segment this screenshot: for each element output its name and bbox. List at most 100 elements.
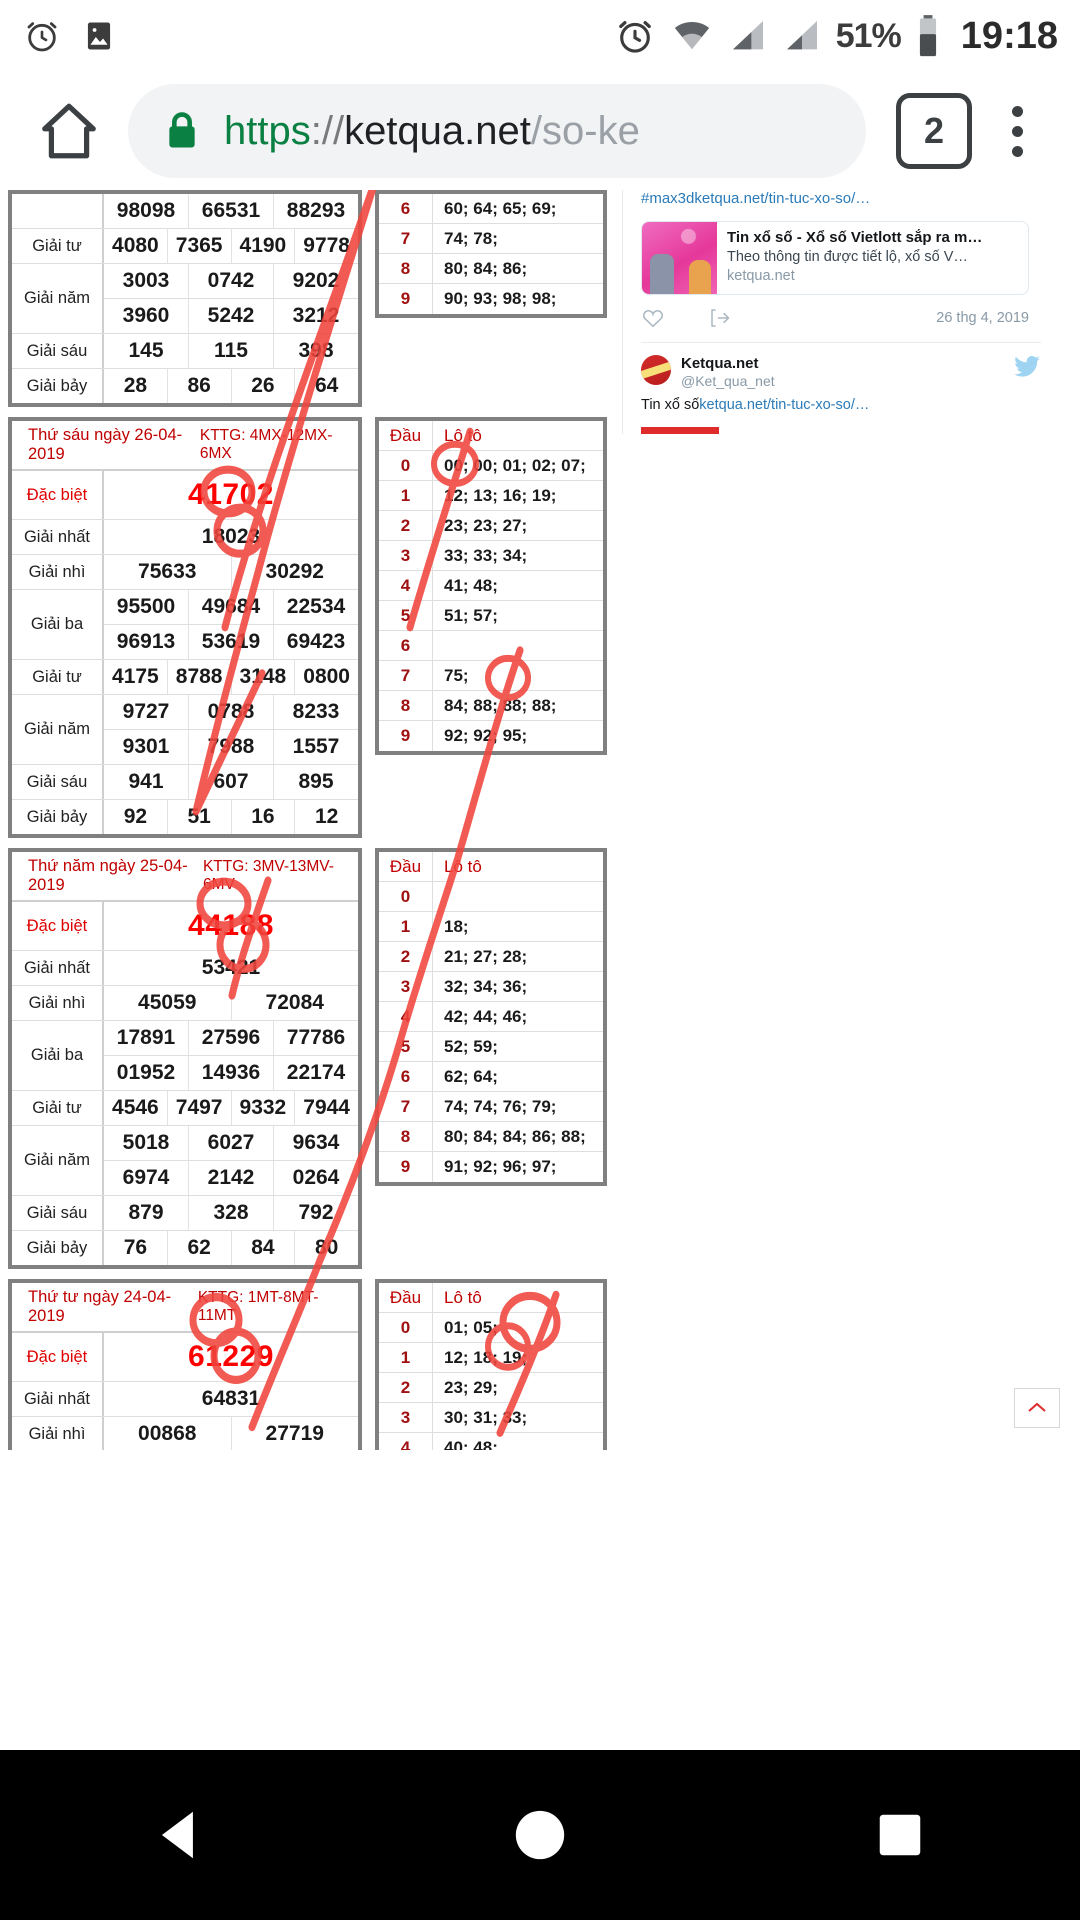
prize-number: 3148: [232, 660, 296, 694]
prize-label: Giải tư: [12, 660, 104, 694]
tweet-card-description: Theo thông tin được tiết lộ, xổ số V…: [727, 249, 968, 265]
prize-line: 92 51 16 12: [104, 800, 358, 834]
prize-number: 72084: [265, 991, 324, 1014]
loto-dau: 5: [379, 1032, 433, 1061]
tweet-author[interactable]: Ketqua.net @Ket_qua_net: [641, 355, 1041, 389]
prize-values: 75633 30292: [104, 555, 358, 589]
prize-label: Giải tư: [12, 229, 104, 263]
table-row: Giải sáu 941 607 895: [12, 765, 358, 800]
home-circle-icon[interactable]: [460, 1750, 620, 1920]
tweet-hashtag-link[interactable]: #max3dketqua.net/tin-tuc-xo-so/…: [641, 190, 871, 207]
android-navigation-bar: [0, 1750, 1080, 1920]
loto-row: 9 90; 93; 98; 98;: [379, 284, 603, 314]
loto-dau: 3: [379, 972, 433, 1001]
loto-table: 6 60; 64; 65; 69; 7 74; 78; 8 80; 84; 86; 9 90;…: [375, 190, 607, 318]
prize-number: 9727: [104, 695, 189, 729]
prize-number: 27596: [189, 1021, 274, 1055]
results-column: 98098 66531 88293 Giải tư 4080 7365 4190 9778 Gi…: [8, 190, 368, 1450]
loto-dau: 3: [379, 541, 433, 570]
loto-row: 2 23; 29;: [379, 1373, 603, 1403]
result-table-header: Thứ tư ngày 24-04-2019 KTTG: 1MT-8MT-11MT: [12, 1283, 358, 1333]
prize-number: 0742: [189, 264, 274, 298]
url-host: ketqua.net: [344, 108, 531, 153]
home-icon[interactable]: [28, 90, 110, 172]
prize-number: 45059: [104, 986, 232, 1020]
loto-row: 4 40; 48;: [379, 1433, 603, 1450]
share-icon[interactable]: [709, 307, 733, 329]
tweet-link-card[interactable]: Tin xổ số - Xổ số Vietlott sắp ra m… The…: [641, 221, 1029, 295]
loto-numbers: 12; 18; 19;: [444, 1347, 528, 1367]
url-separator: ://: [310, 108, 345, 153]
prize-label: [12, 194, 104, 228]
prize-values: 00868 27719: [104, 1417, 358, 1450]
prize-number: 0788: [189, 695, 274, 729]
prize-number: 0800: [303, 665, 350, 688]
recents-square-icon[interactable]: [820, 1750, 980, 1920]
prize-number: 6974: [104, 1161, 189, 1195]
loto-numbers: 74; 74; 76; 79;: [444, 1096, 557, 1116]
prize-values: 9727 0788 8233 9301 7988 1557: [104, 695, 358, 764]
table-row: 98098 66531 88293: [12, 194, 358, 229]
prize-number: 328: [189, 1196, 274, 1230]
scroll-to-top-button[interactable]: [1014, 1388, 1060, 1428]
table-row: Giải tư 4080 7365 4190 9778: [12, 229, 358, 264]
loto-numbers: [433, 882, 603, 911]
loto-row: 4 42; 44; 46;: [379, 1002, 603, 1032]
back-triangle-icon[interactable]: [100, 1750, 260, 1920]
table-row: Giải nhì 00868 27719: [12, 1417, 358, 1450]
prize-values: 28 86 26 64: [104, 369, 358, 403]
url-text: https://ketqua.net/so-ke: [224, 109, 640, 154]
status-bar-left: [22, 16, 118, 56]
loto-numbers: 40; 48;: [444, 1437, 498, 1451]
loto-table: Đầu Lô tô 0 01; 05; 1 12; 18; 19; 2 23; 29; 3 30;…: [375, 1279, 607, 1450]
prize-number: 3960: [104, 299, 189, 333]
table-row: Giải nhất 18023: [12, 520, 358, 555]
web-page-viewport[interactable]: 98098 66531 88293 Giải tư 4080 7365 4190 9778 Gi…: [0, 190, 1080, 1450]
prize-number: 14936: [189, 1056, 274, 1090]
tweet-inline-link[interactable]: ketqua.net/tin-tuc-xo-so/…: [699, 397, 870, 413]
result-table-header: Thứ sáu ngày 26-04-2019 KTTG: 4MX-12MX-6M…: [12, 421, 358, 471]
prize-line: 01952 14936 22174: [104, 1056, 358, 1090]
loto-row: 1 12; 13; 16; 19;: [379, 481, 603, 511]
loto-numbers: 18;: [444, 916, 469, 936]
table-row: Giải tư 4175 8788 3148 0800: [12, 660, 358, 695]
prize-number: 51: [168, 800, 232, 834]
loto-row: 1 18;: [379, 912, 603, 942]
prize-values: 4546 7497 9332 7944: [104, 1091, 358, 1125]
prize-values: 45059 72084: [104, 986, 358, 1020]
loto-row: 2 23; 23; 27;: [379, 511, 603, 541]
prize-number: 88293: [286, 199, 346, 222]
prize-number: 7988: [189, 730, 274, 764]
prize-number: 22174: [286, 1061, 346, 1084]
prize-number: 77786: [286, 1026, 346, 1049]
prize-number: 4080: [104, 229, 168, 263]
overflow-menu-icon[interactable]: [982, 105, 1052, 157]
heart-icon[interactable]: [641, 307, 665, 329]
prize-line: 64831: [104, 1382, 358, 1416]
loto-dau: 6: [379, 1062, 433, 1091]
loto-numbers-header: Lô tô: [444, 425, 482, 445]
tab-count-button[interactable]: 2: [896, 93, 972, 169]
loto-numbers: 62; 64;: [444, 1066, 498, 1086]
prize-number: 879: [104, 1196, 189, 1230]
prize-line: 98098 66531 88293: [104, 194, 358, 228]
prize-values: 145 115 398: [104, 334, 358, 368]
table-row: Giải tư 4546 7497 9332 7944: [12, 1091, 358, 1126]
address-bar[interactable]: https://ketqua.net/so-ke: [128, 84, 866, 178]
prize-number: 5018: [104, 1126, 189, 1160]
status-bar-clock: 19:18: [960, 14, 1058, 57]
prize-number: 41702: [188, 478, 274, 511]
prize-number: 44188: [188, 909, 274, 942]
chevron-up-icon: [1026, 1400, 1048, 1416]
result-table: 98098 66531 88293 Giải tư 4080 7365 4190 9778 Gi…: [8, 190, 362, 407]
tweet-card-body: Tin xổ số - Xổ số Vietlott sắp ra m… The…: [717, 222, 992, 294]
prize-number: 115: [189, 334, 274, 368]
loto-row: 0: [379, 882, 603, 912]
loto-numbers: 75;: [444, 665, 469, 685]
prize-values: 53421: [104, 951, 358, 985]
table-row: Giải bảy 28 86 26 64: [12, 369, 358, 403]
loto-dau: 1: [379, 481, 433, 510]
loto-row: 3 30; 31; 33;: [379, 1403, 603, 1433]
twitter-timeline-widget: #max3dketqua.net/tin-tuc-xo-so/… Tin xổ …: [622, 190, 1072, 434]
prize-label: Đặc biệt: [12, 1333, 104, 1381]
